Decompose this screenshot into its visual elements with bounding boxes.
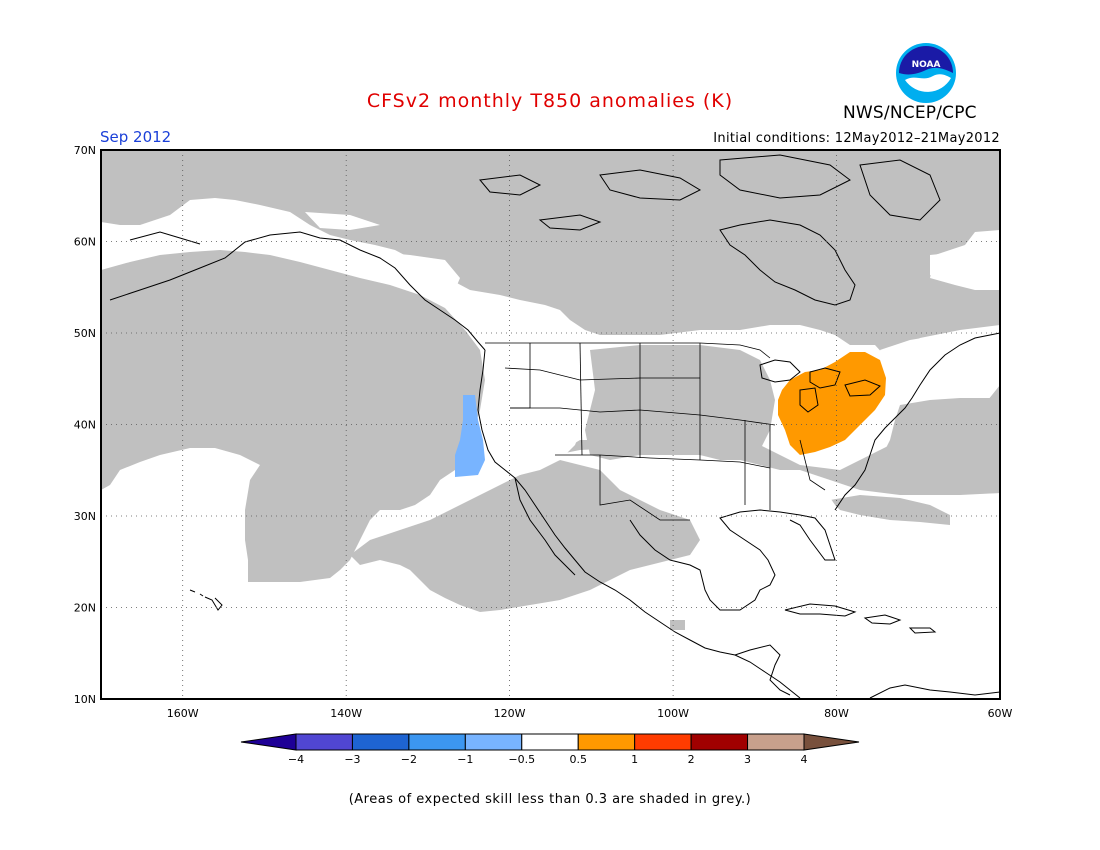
skill-mask [101,150,1000,630]
longitude-labels: 160W 140W 120W 100W 80W 60W [167,707,1013,720]
cool-anomaly-region [455,395,485,477]
colorbar-label: −2 [401,753,417,766]
colorbar-swatch [351,733,410,751]
lat-label: 50N [74,327,96,340]
colorbar-swatch [634,733,692,751]
colorbar-swatch [408,733,466,751]
lon-label: 140W [330,707,362,720]
colorbar-swatch [295,733,353,751]
map-title: CFSv2 monthly T850 anomalies (K) [366,90,734,112]
footnote: (Areas of expected skill less than 0.3 a… [348,792,752,807]
initial-conditions: Initial conditions: 12May2012–21May2012 [713,131,1000,146]
lat-label: 30N [74,510,96,523]
map-frame [100,149,1001,700]
colorbar-label: −1 [457,753,473,766]
colorbar-swatch [521,733,579,751]
lat-label: 10N [74,693,96,706]
noaa-logo-text: NOAA [912,60,941,70]
warm-anomaly-region [778,352,886,455]
colorbar-label: 1 [631,753,638,766]
colorbar-label: 3 [744,753,751,766]
lon-label: 100W [657,707,689,720]
lat-label: 70N [74,144,96,157]
lon-label: 60W [988,707,1013,720]
colorbar-swatch [747,733,805,751]
noaa-logo-icon: NOAA [896,43,956,103]
lon-label: 120W [494,707,526,720]
lat-label: 20N [74,602,96,615]
colorbar-label: −4 [288,753,304,766]
coastlines [109,154,1001,699]
political-borders [485,342,826,521]
colorbar: −4 −3 −2 −1 −0.5 0.5 1 2 3 4 [240,733,860,766]
lon-label: 80W [824,707,849,720]
colorbar-label: −0.5 [508,753,535,766]
colorbar-label: 0.5 [569,753,587,766]
agency-label: NWS/NCEP/CPC [843,103,977,123]
colorbar-swatch [464,733,523,751]
colorbar-label: 4 [801,753,808,766]
colorbar-swatch [577,733,636,751]
colorbar-label: 2 [688,753,695,766]
lat-label: 40N [74,419,96,432]
lat-label: 60N [74,236,96,249]
colorbar-high-extension [803,733,860,751]
lon-label: 160W [167,707,199,720]
colorbar-low-extension [240,733,297,751]
valid-month: Sep 2012 [100,128,172,146]
colorbar-swatch [690,733,749,751]
latitude-labels: 70N 60N 50N 40N 30N 20N 10N [74,144,96,706]
colorbar-label: −3 [344,753,360,766]
